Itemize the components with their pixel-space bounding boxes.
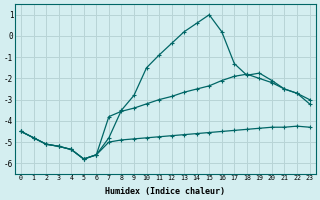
- X-axis label: Humidex (Indice chaleur): Humidex (Indice chaleur): [105, 187, 225, 196]
